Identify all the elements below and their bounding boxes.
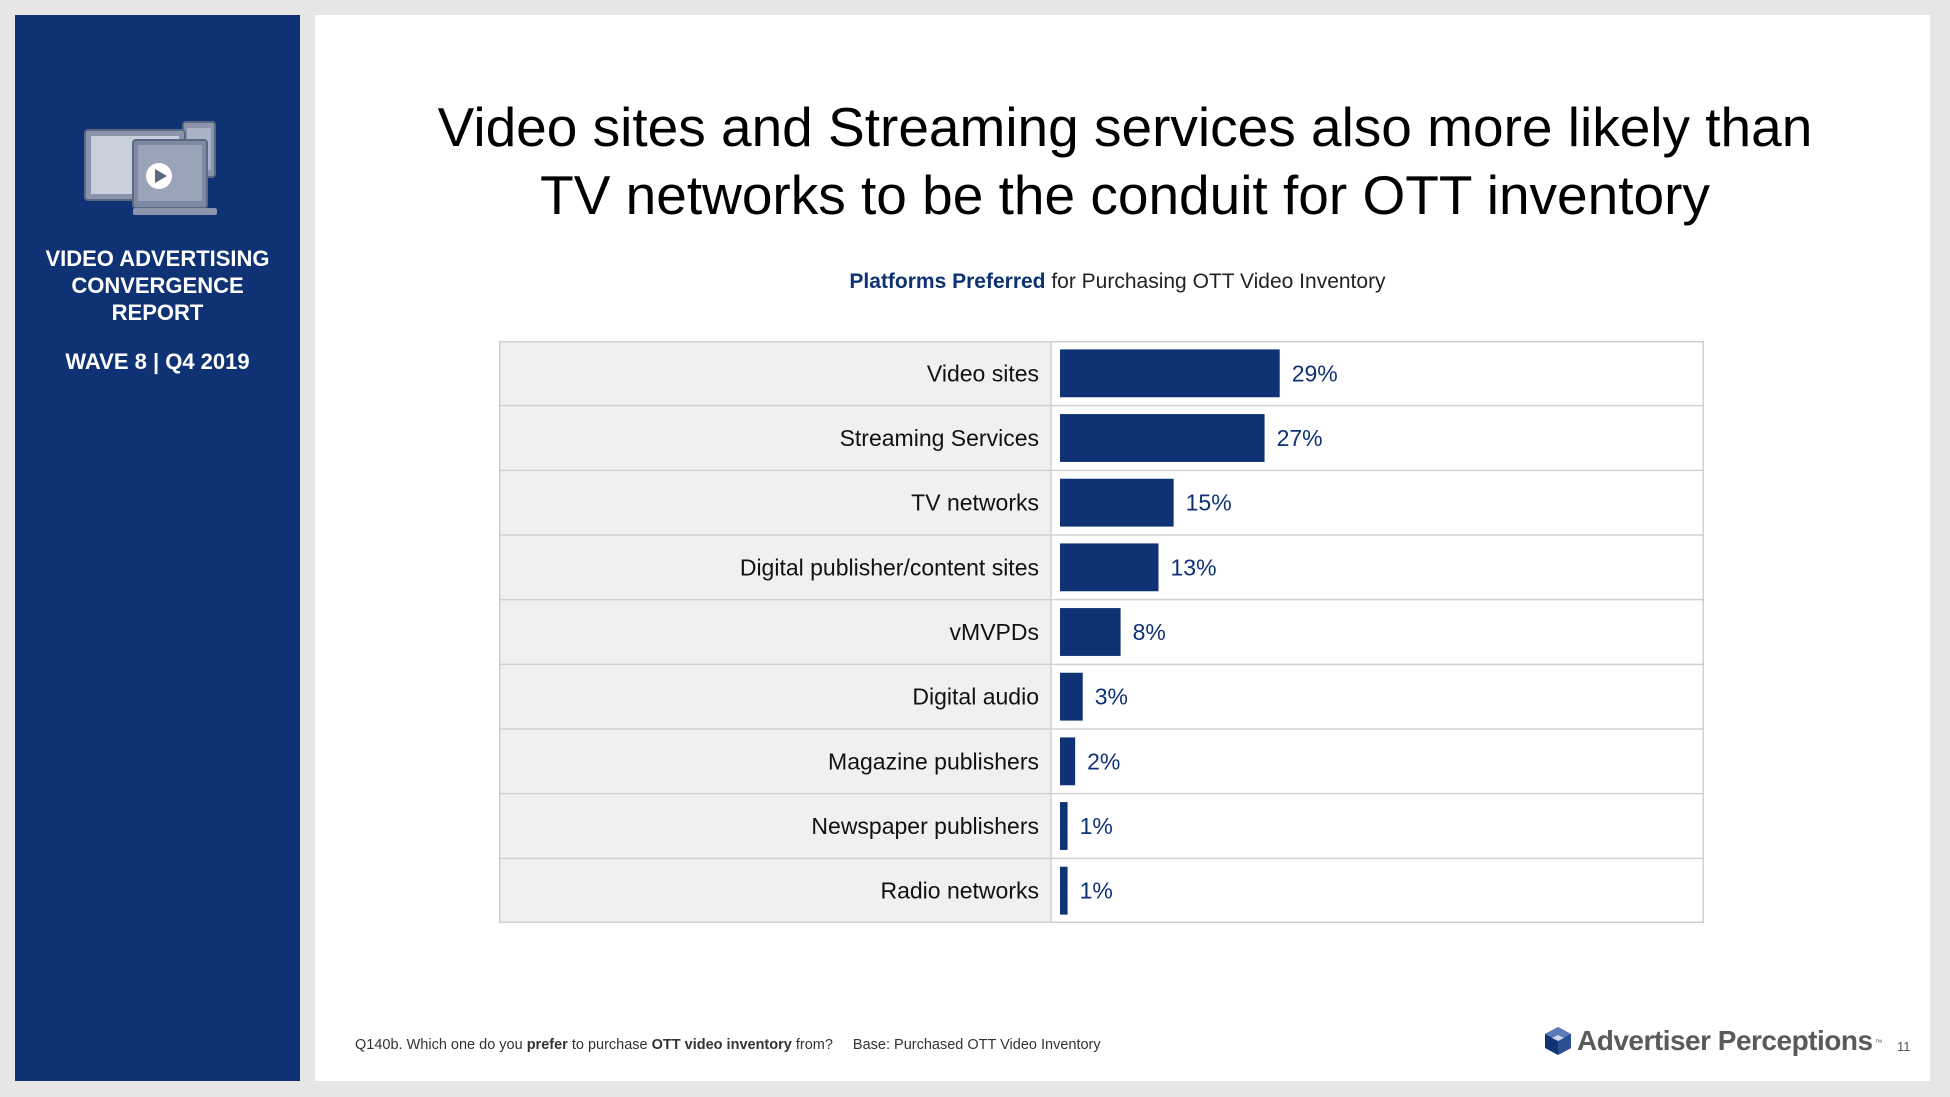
- value-label: 27%: [1277, 425, 1323, 451]
- slide-title: Video sites and Streaming services also …: [437, 96, 1813, 226]
- value-label: 13%: [1170, 554, 1216, 580]
- chart-subtitle-rest: for Purchasing OTT Video Inventory: [1045, 270, 1386, 293]
- footnote-base: Base: Purchased OTT Video Inventory: [852, 1037, 1101, 1053]
- brand: Advertiser Perceptions ™: [1543, 1025, 1883, 1057]
- footnote-question-mid: to purchase: [567, 1037, 652, 1053]
- label-column-bg: [499, 341, 1051, 923]
- value-label: 1%: [1080, 878, 1113, 904]
- footnote: Q140b. Which one do you prefer to purcha…: [355, 1037, 1101, 1053]
- bar: [1060, 737, 1076, 786]
- chart-subtitle-highlight: Platforms Preferred: [849, 270, 1046, 293]
- bar: [1060, 802, 1068, 850]
- category-label: vMVPDs: [950, 619, 1039, 645]
- bar: [1060, 866, 1068, 915]
- footnote-question-bold-1: prefer: [526, 1037, 568, 1053]
- chart-subtitle: Platforms Preferred for Purchasing OTT V…: [315, 270, 1920, 294]
- value-label: 1%: [1080, 813, 1113, 839]
- bar: [1060, 543, 1159, 592]
- brand-name: Advertiser Perceptions: [1577, 1025, 1873, 1056]
- sidebar: VIDEO ADVERTISING CONVERGENCE REPORT WAV…: [15, 15, 300, 1081]
- slide: Video sites and Streaming services also …: [315, 15, 1930, 1081]
- category-label: TV networks: [911, 490, 1039, 516]
- value-label: 2%: [1087, 748, 1120, 774]
- value-label: 8%: [1133, 619, 1166, 645]
- bar: [1060, 349, 1280, 398]
- bar-chart: Video sites 29% Streaming Services 27% TV ne…: [499, 341, 1704, 923]
- footnote-question-suffix: from?: [791, 1037, 833, 1053]
- bar: [1060, 672, 1083, 721]
- category-label: Magazine publishers: [828, 748, 1039, 774]
- category-label: Streaming Services: [840, 425, 1039, 451]
- advertiser-perceptions-logo-icon: [1545, 1027, 1571, 1055]
- value-label: 29%: [1292, 360, 1338, 386]
- category-label: Digital publisher/content sites: [740, 554, 1039, 580]
- category-label: Newspaper publishers: [811, 813, 1039, 839]
- chart-border: [499, 341, 1704, 923]
- value-label: 3%: [1095, 684, 1128, 710]
- bar: [1060, 414, 1265, 462]
- value-label: 15%: [1186, 490, 1232, 516]
- bar: [1060, 608, 1121, 656]
- report-title: VIDEO ADVERTISING CONVERGENCE REPORT: [45, 246, 270, 325]
- footnote-question-bold-2: OTT video inventory: [651, 1037, 792, 1053]
- report-wave: WAVE 8 | Q4 2019: [65, 349, 250, 374]
- category-label: Radio networks: [880, 878, 1039, 904]
- bar: [1060, 478, 1174, 527]
- tv-devices-play-icon: [84, 121, 217, 215]
- page-number: 11: [1897, 1039, 1911, 1054]
- footnote-question-prefix: Q140b. Which one do you: [355, 1037, 527, 1053]
- brand-trademark: ™: [1874, 1037, 1883, 1047]
- category-label: Video sites: [927, 360, 1039, 386]
- category-label: Digital audio: [912, 684, 1039, 710]
